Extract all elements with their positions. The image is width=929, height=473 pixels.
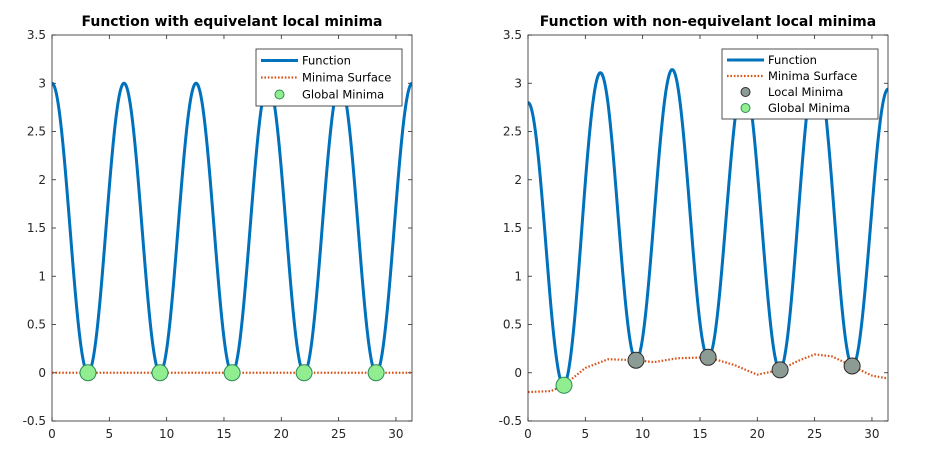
x-tick-label: 5 bbox=[106, 427, 114, 441]
y-tick-label: 2.5 bbox=[27, 125, 46, 139]
legend-label: Function bbox=[768, 53, 817, 67]
x-tick-label: 10 bbox=[159, 427, 174, 441]
marker-global-minima bbox=[151, 364, 169, 382]
y-tick-label: 3 bbox=[38, 76, 46, 90]
y-tick-label: 0.5 bbox=[503, 318, 522, 332]
y-tick-label: 2.5 bbox=[503, 125, 522, 139]
chart-2: Function with non-equivelant local minim… bbox=[499, 14, 889, 441]
y-tick-label: 0 bbox=[514, 366, 522, 380]
legend-label: Global Minima bbox=[302, 88, 384, 102]
x-tick-label: 25 bbox=[331, 427, 346, 441]
chart-title: Function with equivelant local minima bbox=[81, 14, 382, 30]
plot-series bbox=[52, 81, 412, 382]
legend-label: Minima Surface bbox=[302, 71, 391, 85]
x-tick-label: 20 bbox=[750, 427, 765, 441]
series-minima-surface bbox=[528, 353, 888, 394]
y-tick-label: 3 bbox=[514, 76, 522, 90]
x-tick-label: 20 bbox=[274, 427, 289, 441]
y-tick-label: 3.5 bbox=[27, 28, 46, 42]
y-tick-label: 0.5 bbox=[27, 318, 46, 332]
x-tick-label: 25 bbox=[807, 427, 822, 441]
y-tick-label: 2 bbox=[514, 173, 522, 187]
y-tick-label: 1.5 bbox=[503, 221, 522, 235]
legend: Function Minima Surface Global Minima bbox=[255, 48, 403, 107]
x-tick-label: 15 bbox=[692, 427, 707, 441]
legend-label: Local Minima bbox=[768, 85, 843, 99]
y-tick-label: 1.5 bbox=[27, 221, 46, 235]
marker-local-minima bbox=[627, 351, 645, 369]
y-tick-label: 0 bbox=[38, 366, 46, 380]
legend-swatch-local-minima bbox=[740, 87, 751, 97]
x-tick-label: 15 bbox=[216, 427, 231, 441]
marker-global-minima bbox=[79, 364, 97, 382]
y-tick-label: -0.5 bbox=[499, 414, 522, 428]
chart-title: Function with non-equivelant local minim… bbox=[540, 14, 876, 30]
x-tick-label: 10 bbox=[635, 427, 650, 441]
x-tick-label: 5 bbox=[582, 427, 590, 441]
legend-swatch-global-minima bbox=[274, 89, 285, 100]
y-tick-label: 2 bbox=[38, 173, 46, 187]
y-tick-label: 1 bbox=[514, 269, 522, 283]
marker-local-minima bbox=[843, 357, 861, 375]
marker-local-minima bbox=[699, 348, 717, 366]
y-tick-label: 1 bbox=[38, 269, 46, 283]
chart-1: Function with equivelant local minima 0 5 1… bbox=[23, 14, 413, 441]
marker-global-minima bbox=[555, 376, 573, 394]
axes-box bbox=[527, 34, 889, 422]
plot-series bbox=[528, 63, 888, 394]
y-tick-label: 3.5 bbox=[503, 28, 522, 42]
legend-label: Function bbox=[302, 54, 351, 68]
legend-swatch-global-minima bbox=[740, 103, 751, 113]
axes-box bbox=[51, 34, 413, 422]
marker-global-minima bbox=[223, 364, 241, 382]
x-tick-label: 0 bbox=[48, 427, 56, 441]
marker-global-minima bbox=[295, 364, 313, 382]
y-tick-label: -0.5 bbox=[23, 414, 46, 428]
legend-label: Global Minima bbox=[768, 101, 850, 115]
legend: Function Minima Surface Local Minima Global… bbox=[721, 48, 879, 120]
legend-label: Minima Surface bbox=[768, 69, 857, 83]
x-tick-label: 0 bbox=[524, 427, 532, 441]
x-tick-label: 30 bbox=[388, 427, 403, 441]
marker-local-minima bbox=[771, 361, 789, 379]
x-tick-label: 30 bbox=[864, 427, 879, 441]
marker-global-minima bbox=[367, 364, 385, 382]
